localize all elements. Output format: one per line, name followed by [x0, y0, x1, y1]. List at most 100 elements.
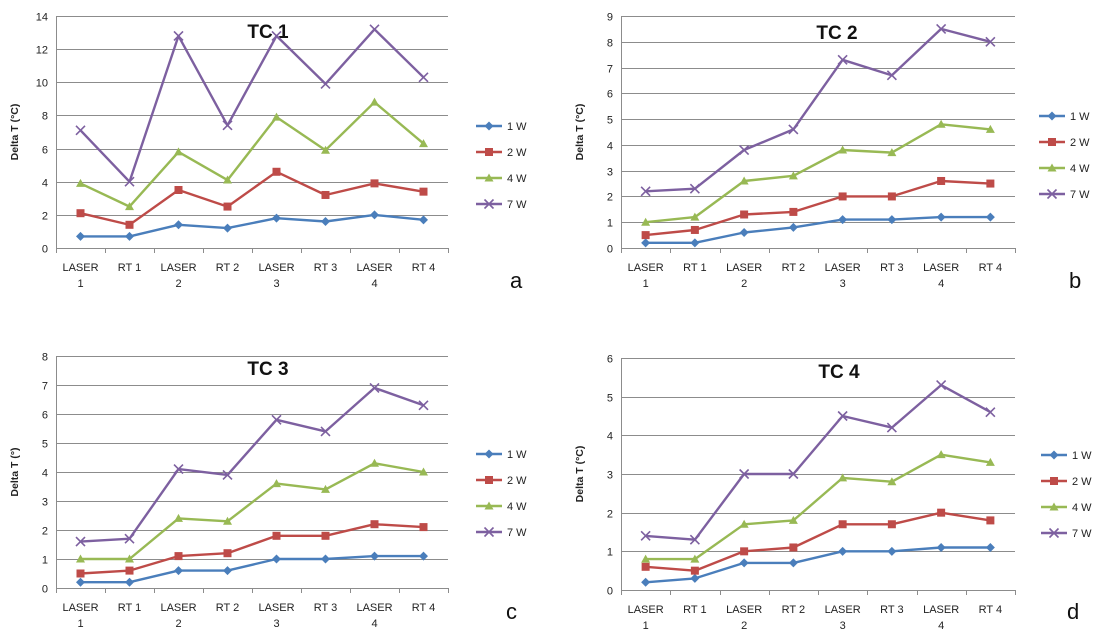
data-point	[641, 231, 650, 240]
series-2w	[76, 167, 428, 229]
y-tick-label: 7	[607, 64, 613, 76]
x-tick-label: LASER 1	[62, 262, 98, 290]
data-point	[222, 469, 233, 480]
y-tick-label: 5	[42, 439, 48, 451]
y-tick-label: 0	[607, 586, 613, 598]
y-tick-label: 2	[42, 526, 48, 538]
legend-marker	[1049, 450, 1059, 460]
x-tick-label: LASER 3	[258, 602, 294, 630]
data-point	[369, 382, 380, 393]
data-point	[76, 231, 85, 241]
x-tick-label: RT 4	[412, 602, 435, 614]
legend-marker	[484, 449, 494, 459]
chart-title: TC 3	[247, 359, 288, 380]
data-point	[173, 30, 184, 41]
x-tick-label: LASER 3	[825, 262, 861, 290]
x-tick-label: RT 4	[412, 262, 435, 274]
series-line	[645, 123, 991, 224]
legend-marker	[484, 501, 494, 510]
chart-panel-d: 0 1 2 3 4 5 6 LASER 1 RT 1 LASER 2 RT 2 LASER 3 RT 3 LAS…	[565, 340, 1102, 631]
data-point	[937, 176, 946, 185]
data-point	[936, 119, 946, 128]
legend-marker	[1047, 111, 1057, 121]
x-tick-label: LASER 2	[726, 604, 762, 631]
data-point	[641, 238, 651, 248]
x-tick-label: RT 3	[314, 602, 337, 614]
data-point	[739, 519, 749, 528]
data-point	[690, 573, 700, 583]
legend-marker	[1046, 188, 1058, 200]
data-point	[838, 473, 848, 482]
data-point	[321, 216, 330, 226]
y-tick-label: 3	[607, 470, 613, 482]
data-point	[986, 516, 995, 525]
gridlines	[621, 16, 1015, 223]
data-point	[75, 536, 86, 547]
data-point	[690, 212, 700, 221]
data-point	[689, 183, 700, 194]
data-point	[739, 144, 750, 156]
legend-label: 1 W	[1072, 450, 1092, 462]
legend-label: 7 W	[507, 527, 527, 539]
data-point	[370, 97, 379, 106]
data-point	[788, 468, 799, 480]
legend: 1 W 2 W 4 W 7 W	[1039, 111, 1090, 201]
y-tick-label: 3	[607, 167, 613, 179]
legend: 1 W 2 W 4 W 7 W	[476, 121, 527, 211]
x-tick-label: RT 4	[979, 604, 1002, 616]
series-line	[645, 179, 991, 237]
data-point	[936, 23, 947, 34]
chart-tc2: 0 1 2 3 4 5 6 7 8 9 LASER 1 RT 1 LASER 2 RT 2 LASER 3 RT 3…	[574, 12, 1090, 294]
series-1w	[76, 210, 428, 241]
data-point	[985, 542, 995, 552]
data-point	[838, 145, 848, 154]
series-1w	[641, 212, 995, 248]
legend-label: 7 W	[1072, 528, 1092, 540]
data-point	[272, 479, 281, 488]
data-point	[886, 422, 897, 433]
data-point	[223, 549, 232, 558]
y-tick-label: 8	[607, 38, 613, 50]
legend-item: 4 W	[476, 173, 527, 185]
y-axis-label: Delta T (°C)	[574, 446, 586, 503]
data-point	[125, 554, 134, 563]
data-point	[641, 217, 651, 226]
data-point	[370, 210, 379, 220]
data-point	[838, 192, 847, 201]
data-point	[887, 520, 896, 529]
data-point	[985, 407, 996, 418]
data-point	[789, 543, 798, 552]
data-point	[125, 202, 134, 211]
series-2w	[641, 508, 995, 575]
data-point	[690, 554, 700, 563]
series-7w	[75, 24, 429, 187]
data-point	[788, 515, 798, 524]
y-tick-label: 5	[607, 115, 613, 127]
x-tick-label: LASER 4	[356, 262, 392, 290]
x-tick-label: LASER 1	[62, 602, 98, 630]
x-tick-label: LASER 2	[160, 262, 196, 290]
legend-marker	[485, 476, 493, 484]
legend-item: 1 W	[1039, 111, 1090, 123]
x-tick-label: LASER 1	[628, 604, 664, 631]
y-tick-label: 6	[42, 145, 48, 157]
series-line	[79, 100, 425, 208]
data-point	[223, 202, 232, 211]
legend-item: 7 W	[476, 198, 527, 211]
data-point	[641, 577, 651, 587]
x-tick-label: RT 2	[216, 602, 239, 614]
series-4w	[641, 450, 995, 563]
data-point	[689, 534, 700, 545]
data-point	[223, 175, 232, 184]
series-line	[645, 383, 991, 541]
y-tick-label: 6	[607, 354, 613, 366]
x-tick-label: LASER 4	[923, 262, 959, 290]
data-point	[640, 530, 651, 541]
y-tick-label: 10	[36, 78, 48, 90]
data-point	[125, 566, 134, 575]
series-4w	[641, 119, 995, 226]
y-tick-label: 0	[42, 244, 48, 256]
data-point	[690, 566, 699, 575]
data-point	[370, 179, 379, 188]
x-tick-label: LASER 1	[628, 262, 664, 290]
